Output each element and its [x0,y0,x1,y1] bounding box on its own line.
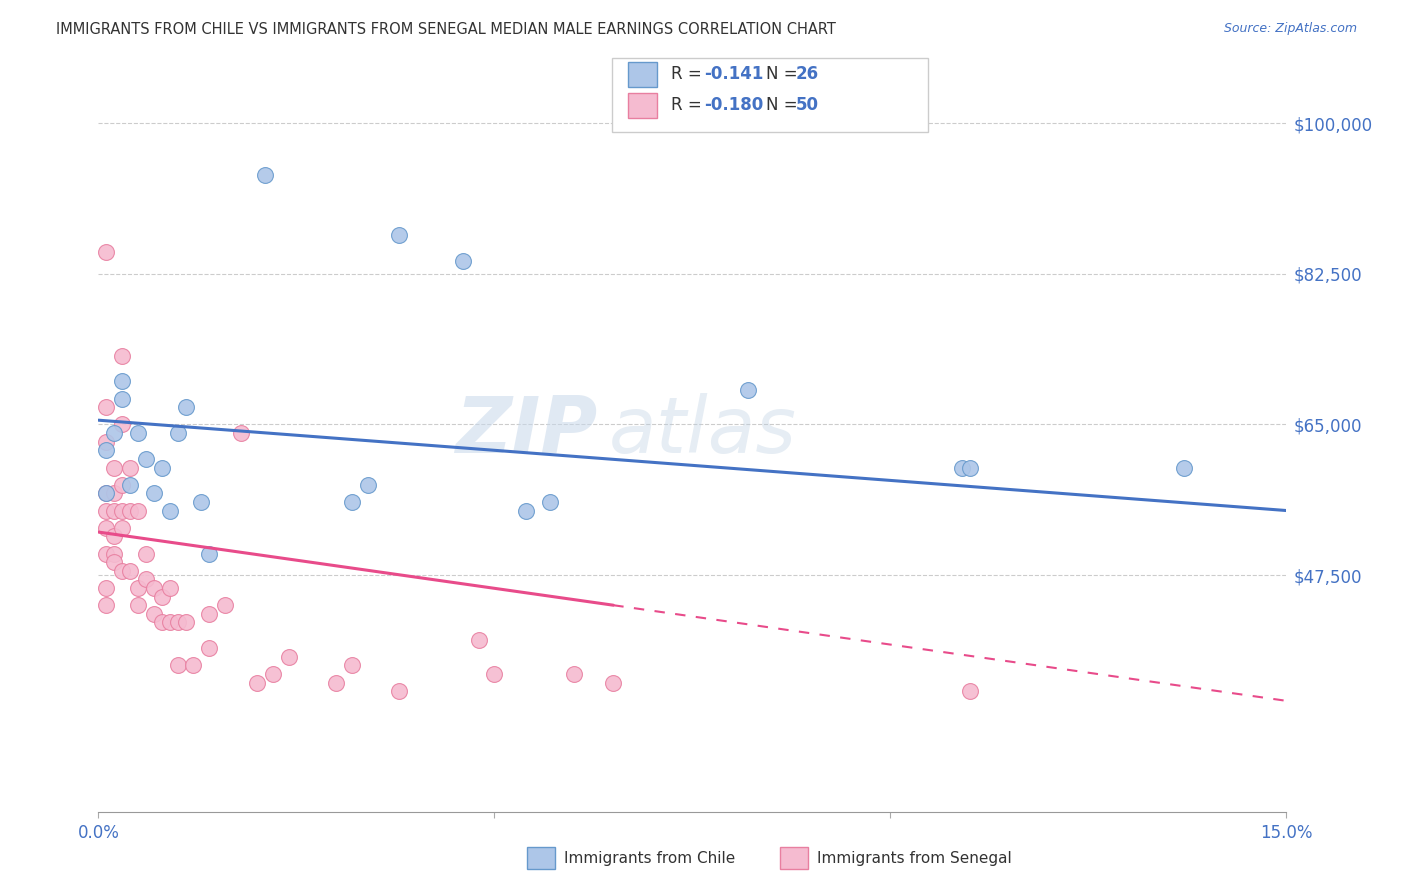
Point [103,426,125,441]
Point [174,401,197,415]
Point [451,254,474,268]
Point [174,615,197,630]
Point [127,581,149,595]
Point [602,675,624,690]
Point [150,615,173,630]
Point [388,228,411,243]
Point [150,590,173,604]
Point [515,503,537,517]
Text: Immigrants from Chile: Immigrants from Chile [564,851,735,865]
Text: 50: 50 [796,96,818,114]
Text: N =: N = [766,96,803,114]
Point [142,581,165,595]
Point [190,495,212,509]
Point [96,401,118,415]
Point [340,495,363,509]
Point [484,667,506,681]
Point [340,658,363,673]
Point [159,615,181,630]
Text: R =: R = [671,65,707,83]
Point [96,503,118,517]
Point [111,417,134,432]
Point [1173,460,1195,475]
Point [198,641,221,656]
Text: IMMIGRANTS FROM CHILE VS IMMIGRANTS FROM SENEGAL MEDIAN MALE EARNINGS CORRELATIO: IMMIGRANTS FROM CHILE VS IMMIGRANTS FROM… [56,22,837,37]
Point [229,426,252,441]
Point [111,477,134,491]
Point [103,460,125,475]
Point [159,581,181,595]
Point [111,521,134,535]
Point [96,486,118,500]
Point [357,477,380,491]
Point [538,495,561,509]
Point [96,598,118,612]
Point [950,460,973,475]
Point [103,486,125,500]
Point [127,503,149,517]
Point [246,675,269,690]
Point [737,383,759,397]
Point [103,529,125,543]
Point [103,503,125,517]
Text: ZIP: ZIP [456,393,598,469]
Text: 26: 26 [796,65,818,83]
Point [103,555,125,569]
Point [277,649,299,664]
Point [198,607,221,621]
Point [111,503,134,517]
Point [166,615,188,630]
Point [120,564,142,578]
Point [253,168,276,182]
Point [166,426,188,441]
Point [96,434,118,449]
Point [127,426,149,441]
Text: N =: N = [766,65,803,83]
Point [96,486,118,500]
Point [96,547,118,561]
Text: Immigrants from Senegal: Immigrants from Senegal [817,851,1012,865]
Text: Source: ZipAtlas.com: Source: ZipAtlas.com [1223,22,1357,36]
Text: -0.141: -0.141 [704,65,763,83]
Text: R =: R = [671,96,707,114]
Point [127,598,149,612]
Point [150,460,173,475]
Point [183,658,205,673]
Text: atlas: atlas [609,393,797,469]
Point [111,349,134,363]
Point [467,632,489,647]
Point [96,521,118,535]
Point [120,503,142,517]
Point [159,503,181,517]
Point [135,451,157,466]
Point [135,573,157,587]
Point [959,460,981,475]
Point [142,486,165,500]
Point [96,245,118,260]
Text: -0.180: -0.180 [704,96,763,114]
Point [111,375,134,389]
Point [120,460,142,475]
Point [198,547,221,561]
Point [959,684,981,698]
Point [111,392,134,406]
Point [96,581,118,595]
Point [135,547,157,561]
Point [96,443,118,458]
Point [103,547,125,561]
Point [166,658,188,673]
Point [262,667,284,681]
Point [111,564,134,578]
Point [388,684,411,698]
Point [562,667,585,681]
Point [214,598,236,612]
Point [325,675,347,690]
Point [142,607,165,621]
Point [120,477,142,491]
